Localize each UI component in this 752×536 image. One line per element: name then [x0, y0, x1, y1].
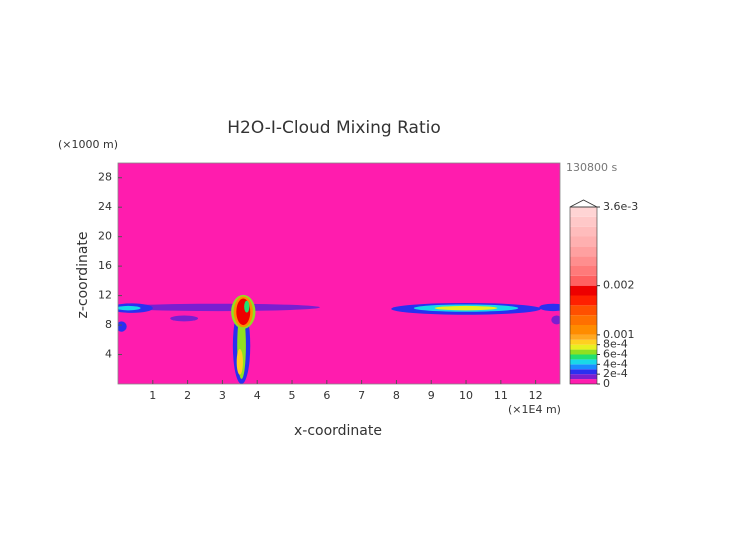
y-tick-label: 16 — [98, 259, 112, 272]
y-tick-label: 20 — [98, 230, 112, 243]
x-tick-label: 11 — [494, 389, 508, 402]
chart-title: H2O-I-Cloud Mixing Ratio — [227, 118, 441, 138]
x-tick-label: 10 — [459, 389, 473, 402]
x-tick-label: 1 — [149, 389, 156, 402]
y-tick-label: 28 — [98, 171, 112, 184]
colorbar-band — [570, 334, 597, 340]
colorbar-band — [570, 226, 597, 237]
x-tick-label: 3 — [219, 389, 226, 402]
colorbar-band — [570, 379, 597, 384]
x-axis-label: x-coordinate — [294, 423, 382, 439]
y-axis-label: z-coordinate — [75, 231, 91, 318]
colorbar-band — [570, 285, 597, 296]
colorbar-band — [570, 275, 597, 286]
colorbar-band — [570, 369, 597, 375]
colorbar-band — [570, 325, 597, 335]
colorbar-tick-label: 0.001 — [603, 328, 635, 341]
colorbar-band — [570, 216, 597, 227]
y-tick-label: 12 — [98, 289, 112, 302]
colorbar-band — [570, 349, 597, 355]
y-tick-label: 8 — [105, 318, 112, 331]
colorbar-band — [570, 374, 597, 380]
plot-frame — [117, 162, 561, 385]
colorbar-tick-label: 8e-4 — [603, 338, 628, 351]
colorbar-tick-label: 2e-4 — [603, 367, 628, 380]
colorbar-tick-label: 3.6e-3 — [603, 200, 638, 213]
colorbar-band — [570, 207, 597, 217]
colorbar-arrow — [569, 199, 598, 208]
colorbar-band — [570, 266, 597, 276]
colorbar-band — [570, 344, 597, 350]
y-tick-label: 4 — [105, 348, 112, 361]
colorbar-tick-label: 4e-4 — [603, 357, 628, 370]
y-unit: (×1000 m) — [58, 138, 118, 151]
colorbar-band — [570, 305, 597, 316]
contour-region — [539, 303, 560, 312]
contour-region — [236, 349, 243, 375]
contour-region — [434, 305, 498, 311]
colorbar-tick-label: 0.002 — [603, 279, 635, 292]
contour-region — [118, 303, 320, 312]
colorbar-band — [570, 246, 597, 257]
plot-background — [118, 163, 560, 384]
colorbar-tick-label: 0 — [603, 377, 610, 390]
x-tick-label: 2 — [184, 389, 191, 402]
colorbar-band — [570, 359, 597, 365]
y-tick-label: 24 — [98, 200, 112, 213]
contour-region — [244, 300, 250, 313]
colorbar-band — [570, 354, 597, 360]
x-tick-label: 8 — [393, 389, 400, 402]
time-label: 130800 s — [566, 161, 617, 174]
x-tick-label: 9 — [428, 389, 435, 402]
colorbar-band — [570, 364, 597, 370]
colorbar-band — [570, 295, 597, 306]
x-tick-label: 12 — [529, 389, 543, 402]
colorbar-band — [570, 339, 597, 345]
contour-region — [118, 321, 127, 332]
colorbar-band — [570, 236, 597, 247]
contour-region — [118, 305, 141, 311]
x-unit: (×1E4 m) — [508, 403, 561, 416]
contour-region — [170, 315, 199, 322]
colorbar-band — [570, 315, 597, 325]
colorbar-tick-label: 6e-4 — [603, 348, 628, 361]
x-tick-label: 4 — [254, 389, 261, 402]
colorbar-band — [570, 256, 597, 266]
colorbar-frame — [569, 206, 598, 385]
x-tick-label: 5 — [289, 389, 296, 402]
x-tick-label: 6 — [323, 389, 330, 402]
contour-region — [551, 315, 560, 325]
x-tick-label: 7 — [358, 389, 365, 402]
